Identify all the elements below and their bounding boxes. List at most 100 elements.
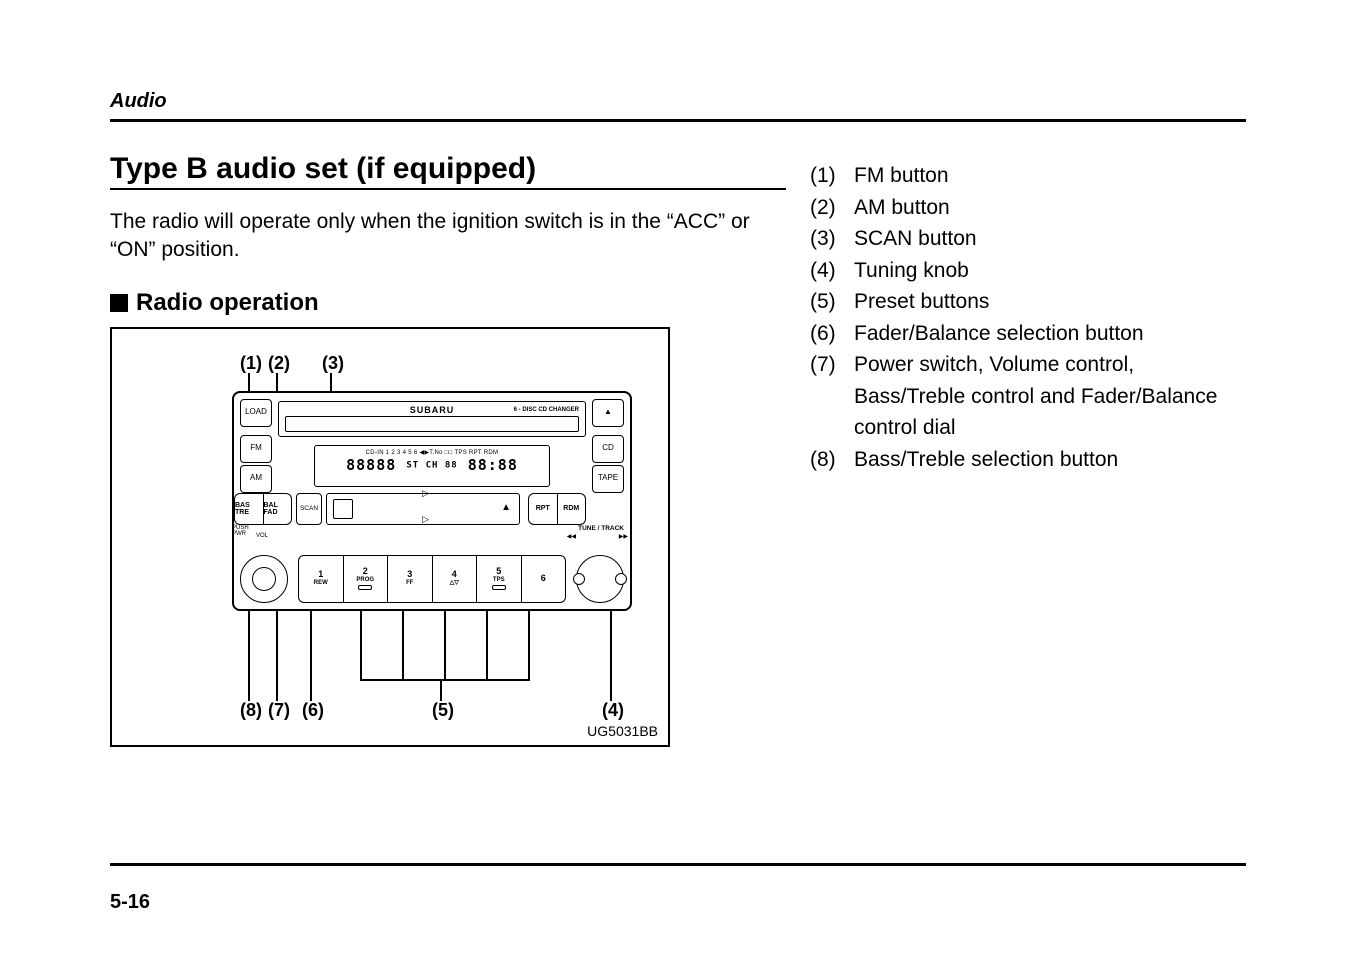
bass-balance-buttons[interactable]: BAS TRE BAL FAD [234,493,292,525]
legend-text: Bass/Treble selection button [854,444,1246,476]
legend-row: (7)Power switch, Volume control, Bass/Tr… [810,349,1246,444]
legend-text: Fader/Balance selection button [854,318,1246,350]
leader-line [440,681,442,701]
lcd-seg-mid: ST CH 88 [406,460,457,470]
vol-label: VOL [256,533,268,539]
legend-number: (5) [810,286,854,318]
legend-row: (8)Bass/Treble selection button [810,444,1246,476]
fm-button[interactable]: FM [240,435,272,463]
preset-button[interactable]: 5TPS [477,556,522,602]
preset-number: 1 [318,570,323,580]
preset-dash-icon [492,585,506,590]
preset-sublabel: TPS [493,577,505,584]
leader-line [486,611,488,681]
preset-button[interactable]: 3FF [388,556,433,602]
arrow-icon: ▷ [422,488,429,499]
rpt-button[interactable]: RPT [529,494,558,524]
bal-fad-button[interactable]: BAL FAD [264,494,292,524]
legend-text: AM button [854,192,1246,224]
header-rule [110,119,1246,122]
leader-line [248,601,250,701]
leader-line [528,611,530,681]
tape-icon [333,499,353,519]
legend-row: (5)Preset buttons [810,286,1246,318]
preset-button[interactable]: 1REW [299,556,344,602]
preset-buttons-row: 1REW2PROG3FF4△▽5TPS6 [298,555,566,603]
lcd-seg-clock: 88:88 [468,456,518,474]
cd-button[interactable]: CD [592,435,624,463]
rdm-button[interactable]: RDM [558,494,586,524]
legend-text: Power switch, Volume control, Bass/Trebl… [854,349,1246,444]
figure-frame: (1)(2)(3) (8)(7)(6)(5)(4) [110,327,670,747]
section-header: Audio [110,90,1246,113]
preset-button[interactable]: 4△▽ [433,556,478,602]
preset-button[interactable]: 6 [522,556,566,602]
preset-sublabel: REW [314,580,328,587]
tape-button[interactable]: TAPE [592,465,624,493]
preset-sublabel: PROG [356,577,374,584]
intro-paragraph: The radio will operate only when the ign… [110,208,786,265]
callout-label: (2) [268,353,290,374]
page-title: Type B audio set (if equipped) [110,152,786,186]
legend-row: (6)Fader/Balance selection button [810,318,1246,350]
legend-row: (3)SCAN button [810,223,1246,255]
changer-label: 6 - DISC CD CHANGER [514,407,579,413]
legend-number: (7) [810,349,854,444]
preset-number: 5 [496,567,501,577]
callout-label: (5) [432,700,454,721]
track-prev-icon: ◀◀ [567,533,576,540]
lcd-indicators: CD-IN 1 2 3 4 5 6 ◀▶T.No □□ TPS RPT RDM [315,449,549,456]
callout-label: (8) [240,700,262,721]
leader-line [610,611,612,701]
tuning-knob[interactable] [576,555,624,603]
title-rule [110,188,786,190]
track-next-icon: ▶▶ [619,533,628,540]
manual-page: Audio Type B audio set (if equipped) The… [0,0,1346,954]
left-column: Type B audio set (if equipped) The radio… [110,152,786,747]
load-button[interactable]: LOAD [240,399,272,427]
callout-label: (7) [268,700,290,721]
figure-code: UG5031BB [587,723,658,739]
subheading: Radio operation [110,289,786,317]
legend-row: (1)FM button [810,160,1246,192]
legend-number: (2) [810,192,854,224]
legend-text: Preset buttons [854,286,1246,318]
cd-slot-display: SUBARU 6 - DISC CD CHANGER [278,401,586,437]
callout-label: (3) [322,353,344,374]
scan-button[interactable]: SCAN [296,493,322,525]
legend-row: (4)Tuning knob [810,255,1246,287]
lcd-display: CD-IN 1 2 3 4 5 6 ◀▶T.No □□ TPS RPT RDM … [314,445,550,487]
leader-line [360,611,362,681]
legend-text: Tuning knob [854,255,1246,287]
cd-slot[interactable] [285,416,579,432]
preset-sublabel: △▽ [450,580,459,587]
leader-line [360,679,530,681]
preset-sublabel: FF [406,580,413,587]
legend-number: (6) [810,318,854,350]
volume-knob[interactable] [240,555,288,603]
eject-button[interactable]: ▲ [592,399,624,427]
preset-button[interactable]: 2PROG [344,556,389,602]
callout-label: (6) [302,700,324,721]
legend-number: (8) [810,444,854,476]
rpt-rdm-buttons[interactable]: RPT RDM [528,493,586,525]
push-pwr-label: PUSH PWR [232,525,246,537]
tune-track-label: TUNE / TRACK [578,525,624,532]
leader-line [444,611,446,681]
tape-slot[interactable]: ▷ ▷ ▲ [326,493,520,525]
legend-number: (3) [810,223,854,255]
legend-text: FM button [854,160,1246,192]
subheading-text: Radio operation [136,289,319,317]
legend-row: (2)AM button [810,192,1246,224]
square-bullet-icon [110,294,128,312]
page-number: 5-16 [110,891,150,914]
footer-rule [110,863,1246,866]
bas-tre-button[interactable]: BAS TRE [235,494,264,524]
legend-number: (4) [810,255,854,287]
lcd-seg-main: 88888 [346,456,396,474]
two-column-layout: Type B audio set (if equipped) The radio… [110,152,1246,747]
preset-number: 3 [407,570,412,580]
radio-diagram: LOAD FM AM ▲ CD TAPE SUBARU 6 - DISC CD … [232,391,632,611]
am-button[interactable]: AM [240,465,272,493]
leader-line [276,611,278,701]
